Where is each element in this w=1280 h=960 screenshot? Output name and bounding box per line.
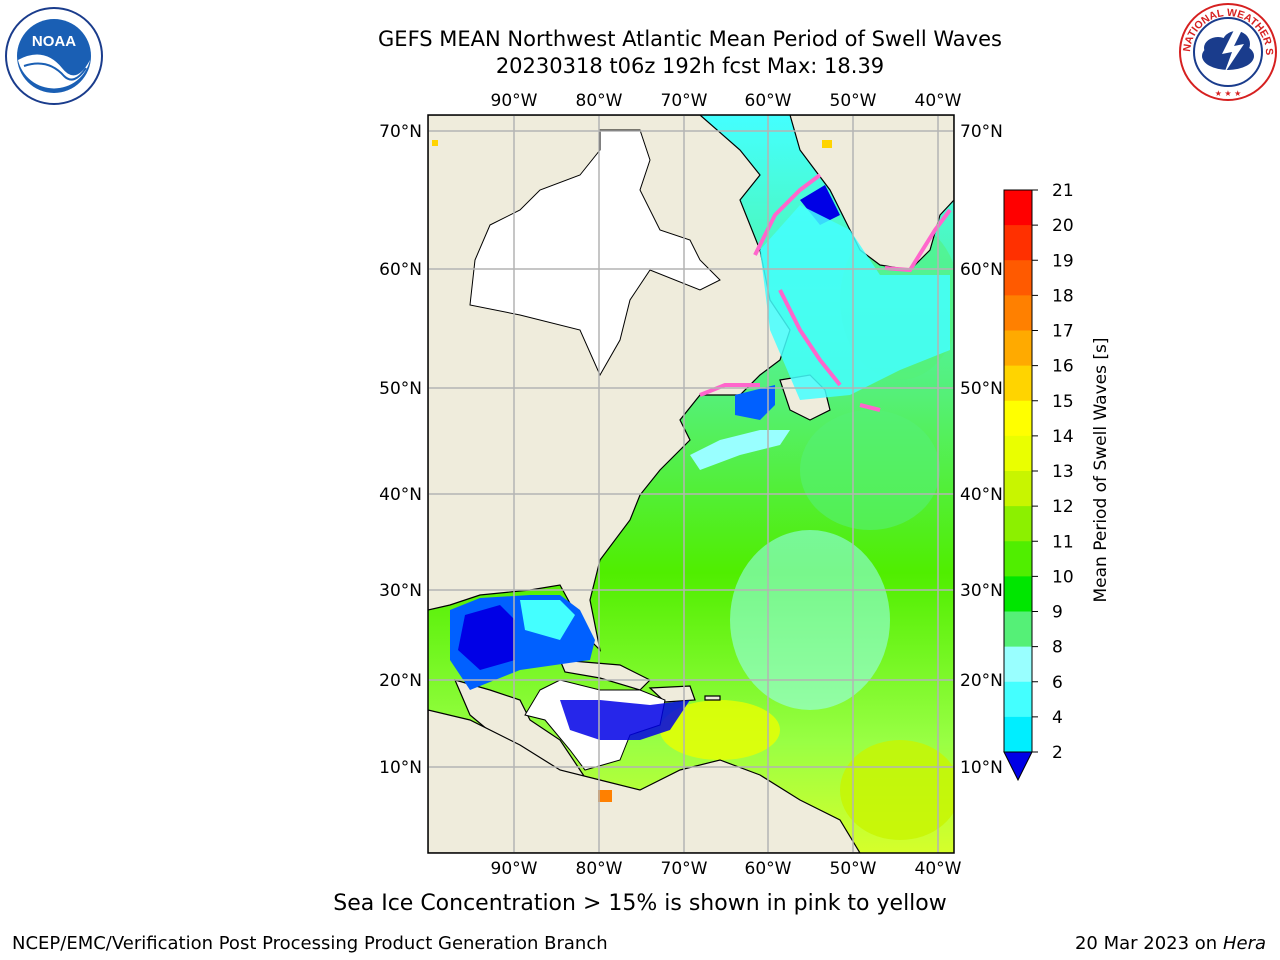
chart-subtitle: 20230318 t06z 192h fcst Max: 18.39 <box>495 54 885 78</box>
colorbar-band <box>1004 576 1032 612</box>
colorbar-band <box>1004 541 1032 577</box>
lon-labels-top: 90°W 80°W 70°W 60°W 50°W 40°W <box>491 91 962 111</box>
svg-text:★ ★ ★: ★ ★ ★ <box>1215 89 1242 98</box>
lat-label-right: 20°N <box>960 671 1003 691</box>
date-stamp: 20 Mar 2023 on Hera <box>1075 933 1266 954</box>
colorbar-band <box>1004 716 1032 753</box>
noaa-logo: NOAA <box>5 7 103 105</box>
lon-label-bottom: 60°W <box>745 859 792 879</box>
lon-label-top: 70°W <box>661 91 708 111</box>
lat-label-left: 40°N <box>379 485 422 505</box>
colorbar-tick-label: 12 <box>1052 497 1074 517</box>
colorbar-band <box>1004 190 1032 226</box>
colorbar-band <box>1004 260 1032 296</box>
lat-label-right: 50°N <box>960 379 1003 399</box>
colorbar-tick-label: 16 <box>1052 357 1074 377</box>
lat-label-left: 10°N <box>379 758 422 778</box>
credit-text: NCEP/EMC/Verification Post Processing Pr… <box>12 933 608 954</box>
colorbar-tick-label: 11 <box>1052 532 1074 552</box>
lon-label-top: 60°W <box>745 91 792 111</box>
ice-note: Sea Ice Concentration > 15% is shown in … <box>333 891 947 916</box>
date-text: 20 Mar 2023 on <box>1074 933 1218 954</box>
colorbar-tick-label: 19 <box>1052 251 1074 271</box>
lon-label-bottom: 80°W <box>576 859 623 879</box>
nws-logo: NATIONAL WEATHER SERVICE ★ ★ ★ <box>1178 2 1277 101</box>
machine-name: Hera <box>1222 933 1266 954</box>
short-period-regions <box>450 185 950 740</box>
colorbar-tick-label: 4 <box>1052 708 1063 728</box>
lat-label-left: 50°N <box>379 379 422 399</box>
colorbar-tick-label: 10 <box>1052 567 1074 587</box>
chart-title: GEFS MEAN Northwest Atlantic Mean Period… <box>378 27 1002 51</box>
map-area <box>428 115 954 853</box>
colorbar-tick-label: 20 <box>1052 216 1074 236</box>
colorbar-tick-label: 2 <box>1052 743 1063 763</box>
lat-label-right: 30°N <box>960 581 1003 601</box>
lat-label-left: 70°N <box>379 122 422 142</box>
colorbar-band <box>1004 646 1032 683</box>
map-frame <box>427 114 955 854</box>
colorbar-band <box>1004 400 1032 437</box>
colorbar-band <box>1004 295 1032 331</box>
colorbar-tick-label: 21 <box>1052 181 1074 201</box>
colorbar-label: Mean Period of Swell Waves [s] <box>1091 338 1111 603</box>
colorbar-band <box>1004 611 1032 648</box>
lat-label-left: 30°N <box>379 581 422 601</box>
colorbar-band <box>1004 365 1032 402</box>
colorbar-band <box>1004 506 1032 542</box>
lon-label-top: 90°W <box>491 91 538 111</box>
lon-label-top: 50°W <box>830 91 877 111</box>
colorbar-band <box>1004 681 1032 718</box>
colorbar-tick-label: 17 <box>1052 322 1074 342</box>
lat-label-left: 60°N <box>379 260 422 280</box>
sea-ice-yellow <box>432 140 832 802</box>
colorbar-extend-arrow <box>1003 751 1033 782</box>
colorbar: 21 20 19 18 17 16 15 14 13 12 11 10 9 8 6 4 2 <box>1003 181 1074 782</box>
lat-labels-right: 70°N 60°N 50°N 40°N 30°N 20°N 10°N <box>960 122 1003 778</box>
colorbar-tick-label: 13 <box>1052 462 1074 482</box>
noaa-logo-text: NOAA <box>32 33 76 50</box>
colorbar-tick-label: 9 <box>1052 603 1063 623</box>
lat-label-right: 60°N <box>960 260 1003 280</box>
lat-label-right: 40°N <box>960 485 1003 505</box>
colorbar-band <box>1004 471 1032 507</box>
lat-label-right: 70°N <box>960 122 1003 142</box>
lon-label-bottom: 50°W <box>830 859 877 879</box>
lat-label-right: 10°N <box>960 758 1003 778</box>
colorbar-tick-label: 6 <box>1052 673 1063 693</box>
colorbar-band <box>1004 435 1032 472</box>
lon-label-top: 40°W <box>915 91 962 111</box>
colorbar-tick-label: 8 <box>1052 638 1063 658</box>
lon-label-bottom: 70°W <box>661 859 708 879</box>
lat-labels-left: 70°N 60°N 50°N 40°N 30°N 20°N 10°N <box>379 122 422 778</box>
lon-label-top: 80°W <box>576 91 623 111</box>
colorbar-tick-label: 15 <box>1052 392 1074 412</box>
colorbar-tick-label: 14 <box>1052 427 1074 447</box>
graticule <box>428 115 954 853</box>
colorbar-band <box>1004 225 1032 261</box>
lat-label-left: 20°N <box>379 671 422 691</box>
lon-label-bottom: 40°W <box>915 859 962 879</box>
lon-labels-bottom: 90°W 80°W 70°W 60°W 50°W 40°W <box>491 859 962 879</box>
colorbar-band <box>1004 330 1032 367</box>
lon-label-bottom: 90°W <box>491 859 538 879</box>
colorbar-tick-label: 18 <box>1052 286 1074 306</box>
